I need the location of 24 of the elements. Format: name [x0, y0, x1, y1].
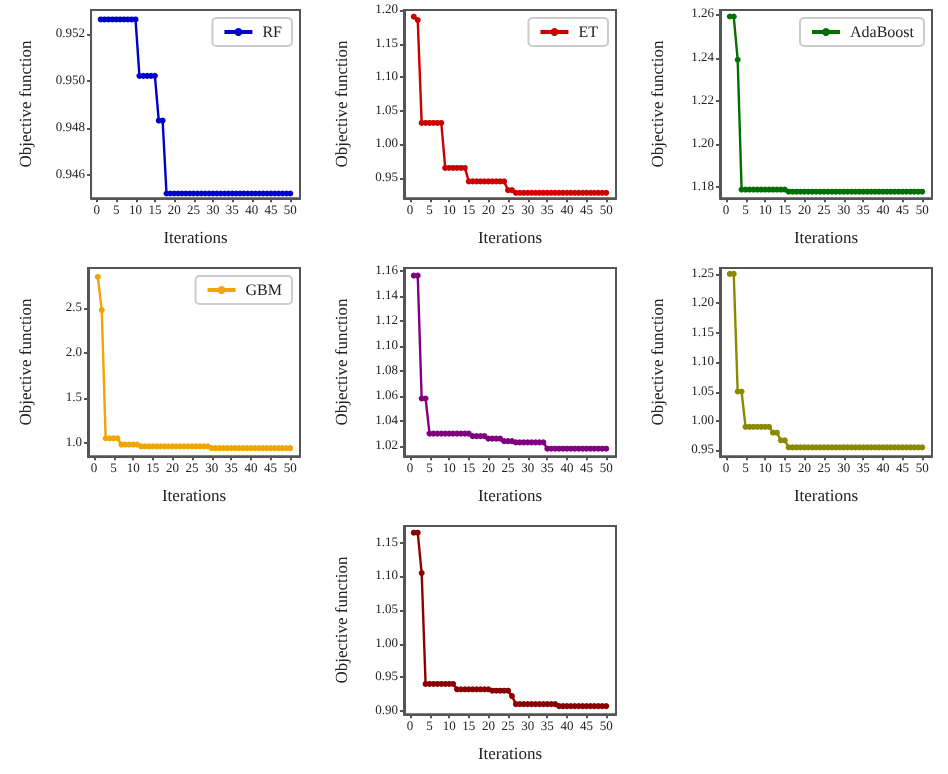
- y-axis-title: Objective function: [331, 555, 351, 684]
- legend-label: ET: [578, 23, 599, 41]
- point: [98, 307, 105, 314]
- y-axis-title: Objective function: [331, 297, 351, 426]
- x-axis-title: Iterations: [161, 485, 227, 505]
- y-axis-title: Objective function: [15, 39, 35, 168]
- x-axis-title: Iterations: [477, 485, 543, 505]
- y-axis-title: Objective function: [647, 297, 667, 426]
- point: [410, 13, 417, 20]
- y-axis-title: Objective function: [331, 39, 351, 168]
- legend-label: AdaBoost: [850, 23, 916, 41]
- x-axis-title: Iterations: [793, 227, 859, 247]
- point: [734, 56, 741, 63]
- x-axis-title: Iterations: [477, 743, 543, 763]
- point: [418, 570, 425, 577]
- y-axis-title: Objective function: [647, 39, 667, 168]
- x-axis-title: Iterations: [163, 227, 228, 247]
- legend-label: GBM: [245, 281, 283, 299]
- x-axis-title: Iterations: [477, 227, 543, 247]
- legend-label: RF: [262, 23, 284, 41]
- point: [414, 17, 421, 24]
- x-axis-title: Iterations: [793, 485, 859, 505]
- y-axis-title: Objective function: [15, 297, 35, 426]
- point: [94, 273, 101, 280]
